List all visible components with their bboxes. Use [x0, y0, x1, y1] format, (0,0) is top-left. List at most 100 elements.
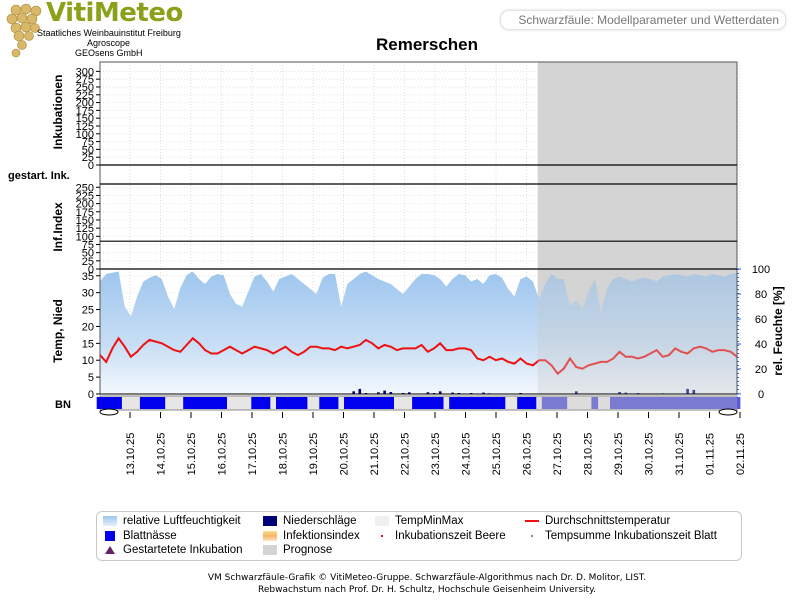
- precipitation-bar: [426, 392, 430, 394]
- y-tick-label: 225: [76, 90, 94, 102]
- humidity-axis-title: rel. Feuchte [%]: [771, 286, 785, 375]
- leaf-wetness-bar: [208, 397, 215, 409]
- logo-title: VitiMeteo: [46, 0, 183, 28]
- leaf-wetness-bar: [418, 397, 425, 409]
- logo-line-institute: Staatliches Weinbauinstitut Freiburg: [37, 28, 181, 38]
- y-tick-label: 0: [88, 389, 94, 401]
- leaf-wetness-bar: [146, 397, 153, 409]
- leaf-wetness-bar: [727, 397, 735, 409]
- y-tick-label: 250: [76, 82, 94, 94]
- y-right-tick-label: 80: [755, 289, 767, 301]
- temperature-line-group: [99, 336, 738, 376]
- legend-item: Inkubationszeit Beere: [375, 530, 506, 542]
- leaf-wetness-bar: [350, 397, 357, 409]
- x-tick-label: 25.10.25: [491, 433, 503, 476]
- legend-label: Blattnässe: [123, 530, 177, 542]
- axis-labels: Inkubationen Inf.Index Temp, Nied rel. Feuc…: [8, 75, 785, 476]
- precipitation-bar: [482, 392, 485, 394]
- y-right-tick-label: 40: [755, 339, 767, 351]
- y-tick-label: 25: [82, 152, 94, 164]
- leaf-wetness-bar: [671, 397, 679, 409]
- legend-item: Prognose: [263, 544, 332, 556]
- x-tick-label: 02.11.25: [735, 433, 747, 475]
- x-tick-label: 27.10.25: [552, 433, 564, 476]
- y-tick-label: 175: [76, 105, 94, 117]
- legend-item: Blattnässe: [103, 530, 177, 542]
- y-tick-label: 75: [82, 239, 94, 251]
- x-tick-label: 22.10.25: [400, 433, 412, 476]
- precipitation-bar: [624, 392, 628, 394]
- legend-label: relative Luftfeuchtigkeit: [123, 515, 241, 527]
- leaf-wetness-bar: [201, 397, 209, 409]
- leaf-wetness-bar: [684, 397, 691, 409]
- legend-item: Durchschnittstemperatur: [525, 515, 670, 527]
- leaf-wetness-bar: [517, 397, 524, 409]
- leaf-wetness-bar: [702, 397, 710, 409]
- leaf-wetness-bar: [220, 397, 227, 409]
- y-tick-label: 150: [76, 215, 94, 227]
- precipitation-bar: [358, 388, 362, 394]
- leaf-wetness-bar: [381, 397, 388, 409]
- legend-label: Gestartetete Inkubation: [123, 544, 243, 556]
- leaf-wetness-bar: [696, 397, 704, 409]
- x-tick-label: 16.10.25: [217, 433, 229, 476]
- leaf-wetness-bar: [554, 397, 561, 409]
- scroll-handle-right: [718, 408, 738, 416]
- leaf-wetness-bar: [344, 397, 351, 409]
- page-label: Schwarzfäule: Modellparameter und Wetter…: [518, 13, 779, 27]
- precipitation-bar: [389, 392, 393, 394]
- y-tick-label: 125: [76, 121, 94, 133]
- precipitation-bar: [352, 391, 355, 394]
- legend-label: TempMinMax: [395, 515, 464, 527]
- x-tick-label: 24.10.25: [461, 433, 473, 476]
- legend-item: Gestartetete Inkubation: [103, 544, 243, 556]
- leaf-wetness-bar: [715, 397, 722, 409]
- leaf-wetness-bar: [529, 397, 537, 409]
- leaf-dot-swatch: [525, 531, 539, 541]
- leaf-wetness-bar: [523, 397, 531, 409]
- leaf-wetness-bar: [139, 397, 147, 409]
- leaf-wetness-bar: [708, 397, 716, 409]
- leaf-wetness-bar: [257, 397, 265, 409]
- humidity-area: [100, 271, 737, 394]
- leaf-wetness-bar: [158, 397, 166, 409]
- x-tick-label: 19.10.25: [308, 433, 320, 476]
- temperature-line-swatch: [525, 520, 539, 522]
- leaf-wetness-bar: [319, 397, 326, 409]
- legend-label: Tempsumme Inkubationszeit Blatt: [545, 530, 717, 542]
- tempminmax-swatch: [375, 516, 389, 526]
- precipitation-bar: [692, 389, 696, 394]
- leaf-wetness-bar: [640, 397, 648, 409]
- y-right-tick-label: 100: [752, 264, 770, 276]
- leaf-wetness-bar: [263, 397, 271, 409]
- leaf-wetness-bar: [424, 397, 432, 409]
- forecast-overlay: [537, 62, 737, 394]
- leaf-wetness-bar: [288, 397, 296, 409]
- y-tick-label: 125: [76, 223, 94, 235]
- legend-label: Infektionsindex: [283, 530, 360, 542]
- x-tick-label: 20.10.25: [339, 433, 351, 476]
- legend-label: Durchschnittstemperatur: [545, 515, 671, 527]
- x-tick-label: 30.10.25: [644, 433, 656, 476]
- leaf-wetness-bar: [102, 397, 110, 409]
- footer-line1: VM Schwarzfäule-Grafik © VitiMeteo-Grupp…: [207, 573, 647, 583]
- leaf-wetness-bar: [733, 397, 741, 409]
- leaf-wetness-bar: [368, 397, 376, 409]
- precipitation-swatch: [263, 516, 277, 526]
- y-tick-label: 225: [76, 190, 94, 202]
- started-incubation-label: gestart. Ink.: [8, 170, 70, 182]
- leaf-wetness-bar: [541, 397, 549, 409]
- leaf-wetness-bar: [362, 397, 370, 409]
- y-tick-label: 10: [82, 355, 94, 367]
- chart-title: Remerschen: [375, 35, 479, 54]
- legend-label: Inkubationszeit Beere: [395, 530, 506, 542]
- x-tick-label: 29.10.25: [613, 433, 625, 476]
- leaf-wetness-bar: [498, 397, 506, 409]
- infection-index-swatch: [263, 531, 277, 541]
- forecast-swatch: [263, 545, 277, 555]
- y-tick-label: 100: [76, 231, 94, 243]
- leaf-wetness-bar: [721, 397, 728, 409]
- precipitation-bar: [408, 392, 411, 394]
- leaf-wetness-bar: [690, 397, 698, 409]
- leaf-wetness-bar: [486, 397, 493, 409]
